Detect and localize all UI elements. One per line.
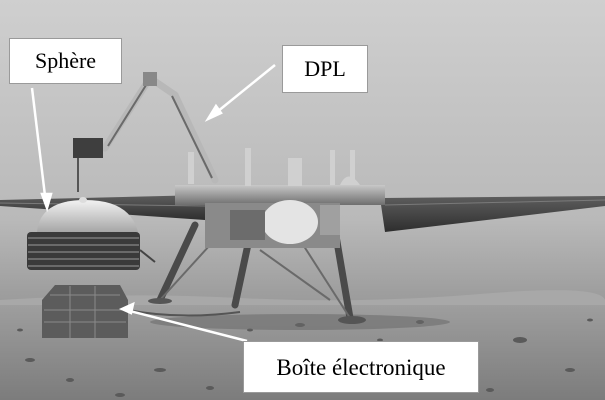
white-module — [262, 200, 318, 244]
label-sphere: Sphère — [9, 38, 122, 84]
label-dpl-text: DPL — [304, 56, 346, 81]
robotic-arm — [101, 74, 219, 184]
foot-pad — [148, 298, 172, 304]
label-dpl: DPL — [282, 45, 368, 93]
label-electronics-box-text: Boîte électronique — [276, 354, 446, 380]
label-electronics-box: Boîte électronique — [243, 341, 479, 393]
leg-struts — [159, 239, 351, 319]
label-sphere-text: Sphère — [34, 48, 97, 73]
arm-joint — [143, 72, 157, 86]
electronics-box — [42, 285, 128, 338]
pointer-arrows — [30, 64, 276, 343]
grapple — [73, 138, 103, 158]
sphere-instrument — [27, 197, 156, 270]
foot-pad — [338, 316, 366, 324]
right-solar-panel — [380, 196, 605, 232]
lander-deck — [175, 185, 385, 205]
tether-cable — [127, 309, 241, 317]
deck-instruments — [188, 148, 360, 186]
lander-shadow — [150, 314, 450, 330]
